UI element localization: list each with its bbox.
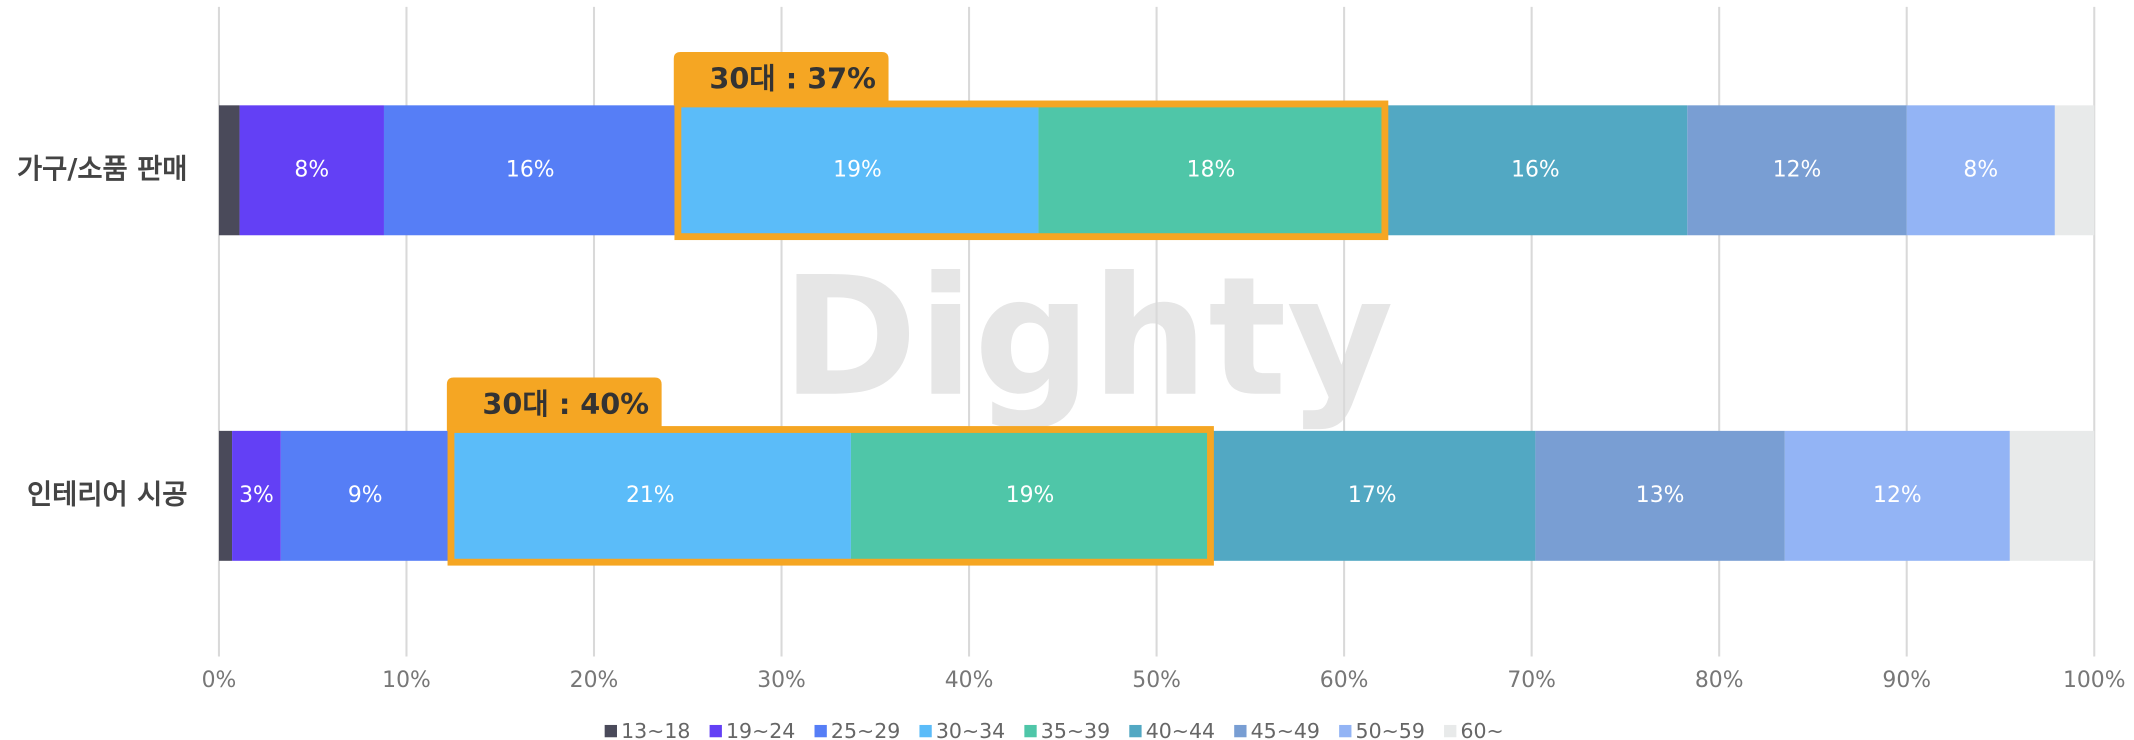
bar-segment [1784, 430, 2010, 561]
highlight-box [674, 100, 1389, 241]
value-label: 17% [1348, 483, 1397, 508]
legend-swatch [1129, 724, 1142, 738]
bar-segment [1687, 105, 1907, 236]
value-label: 9% [348, 483, 383, 508]
value-label: 8% [1963, 157, 1998, 182]
x-tick-label: 80% [1695, 668, 1744, 693]
x-tick-label: 60% [1320, 668, 1369, 693]
x-tick-label: 90% [1882, 668, 1931, 693]
value-label: 12% [1873, 483, 1922, 508]
value-label: 19% [833, 157, 882, 182]
x-tick-label: 70% [1507, 668, 1556, 693]
bar-segment [280, 430, 450, 561]
x-tick-label: 0% [202, 668, 237, 693]
x-tick-label: 30% [757, 668, 806, 693]
legend-swatch [1444, 724, 1457, 738]
bar-segment [239, 105, 384, 236]
bar-segment [1535, 430, 1785, 561]
bar-segment [2009, 430, 2095, 561]
watermark: Dighty [781, 242, 1393, 433]
value-label: 18% [1187, 157, 1236, 182]
annotation-label: 30대 : 37% [709, 62, 876, 96]
bar-segment [449, 430, 851, 561]
legend-label: 50~59 [1356, 719, 1425, 740]
legend-label: 30~34 [936, 719, 1005, 740]
legend-swatch [1339, 724, 1352, 738]
bar-segment [218, 105, 240, 236]
bar-segment [850, 430, 1210, 561]
annotation-tag [446, 377, 662, 431]
category-label: 가구/소품 판매 [17, 154, 187, 185]
legend-swatch [1024, 724, 1037, 738]
bar-segment [1038, 105, 1384, 236]
bar-segment [676, 105, 1039, 236]
value-label: 12% [1773, 157, 1822, 182]
bar-segment [218, 430, 233, 561]
legend-label: 19~24 [726, 719, 795, 740]
legend-label: 60~ [1460, 719, 1503, 740]
value-label: 8% [294, 157, 329, 182]
legend-swatch [1234, 724, 1247, 738]
value-label: 21% [626, 483, 675, 508]
legend-label: 35~39 [1041, 719, 1110, 740]
legend-swatch [814, 724, 827, 738]
legend-swatch [919, 724, 932, 738]
x-tick-label: 100% [2063, 668, 2126, 693]
bar-segment [1906, 105, 2055, 236]
bar-segment [232, 430, 281, 561]
value-label: 16% [1511, 157, 1560, 182]
legend-swatch [709, 724, 722, 738]
value-label: 13% [1636, 483, 1685, 508]
legend-label: 13~18 [621, 719, 690, 740]
bar-segment [1209, 430, 1536, 561]
legend-swatch [604, 724, 617, 738]
x-tick-label: 10% [382, 668, 431, 693]
bar-segment [2054, 105, 2095, 236]
annotation-tag [673, 51, 889, 106]
value-label: 16% [506, 157, 555, 182]
bar-segment [383, 105, 677, 236]
legend-label: 40~44 [1146, 719, 1215, 740]
x-tick-label: 20% [570, 668, 619, 693]
annotation-label: 30대 : 40% [482, 387, 649, 421]
value-label: 3% [239, 483, 274, 508]
bar-segment [1383, 105, 1688, 236]
highlight-box [447, 426, 1214, 566]
x-tick-label: 40% [945, 668, 994, 693]
value-label: 19% [1006, 483, 1055, 508]
x-tick-label: 50% [1132, 668, 1181, 693]
category-label: 인테리어 시공 [27, 479, 187, 510]
legend-label: 25~29 [831, 719, 900, 740]
legend-label: 45~49 [1251, 719, 1320, 740]
